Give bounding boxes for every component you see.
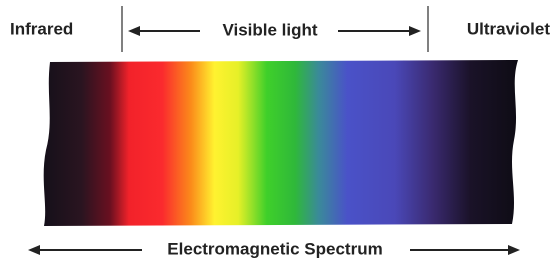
spectrum-band (44, 60, 518, 226)
arrow-head (128, 26, 140, 36)
infrared-label: Infrared (10, 19, 73, 38)
arrow-head (28, 245, 40, 255)
spectrum-diagram: Infrared Visible light Ultraviolet Elect… (0, 0, 560, 265)
arrow-head (508, 245, 520, 255)
ultraviolet-label: Ultraviolet (467, 19, 550, 38)
spectrum-label: Electromagnetic Spectrum (167, 239, 382, 258)
visible-label: Visible light (222, 20, 317, 39)
arrow-head (409, 26, 421, 36)
page: {"labels": {"left": "Infrared", "middle"… (0, 0, 560, 265)
